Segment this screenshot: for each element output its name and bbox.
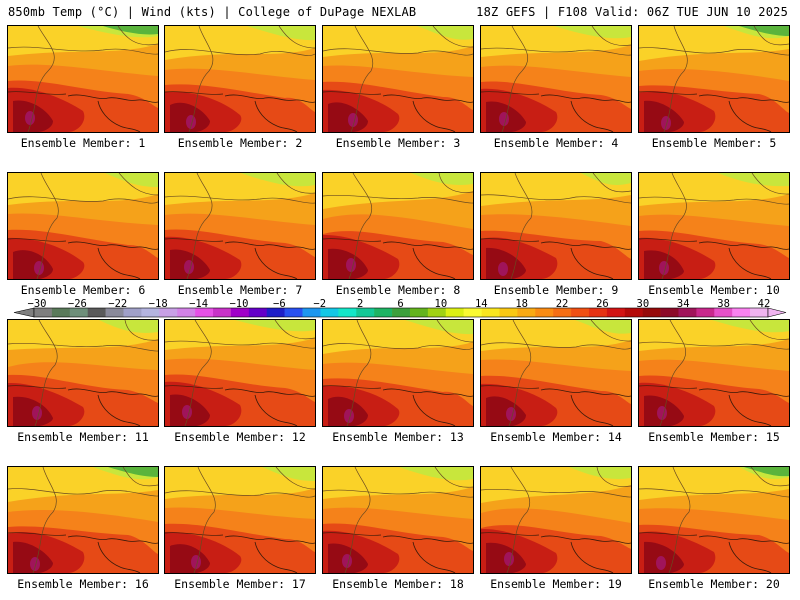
colorbar-tick-label: −10 [229, 298, 249, 310]
colorbar-tick-label: 18 [515, 298, 528, 310]
colorbar-tick-label: −2 [313, 298, 327, 310]
header-valid-time: 18Z GEFS | F108 Valid: 06Z TUE JUN 10 20… [476, 5, 788, 19]
ensemble-member-label: Ensemble Member: 18 [332, 577, 464, 591]
ensemble-member-label: Ensemble Member: 15 [648, 430, 780, 444]
ensemble-member-label: Ensemble Member: 1 [20, 136, 146, 150]
ensemble-member-map [322, 172, 474, 280]
ensemble-member-label: Ensemble Member: 16 [17, 577, 149, 591]
colorbar-tick-label: 38 [717, 298, 730, 310]
colorbar-tick-label: 22 [555, 298, 569, 310]
ensemble-member-map [480, 319, 632, 427]
ensemble-member-label: Ensemble Member: 13 [332, 430, 464, 444]
ensemble-member-label: Ensemble Member: 6 [20, 283, 146, 297]
ensemble-member-label: Ensemble Member: 2 [177, 136, 303, 150]
ensemble-member-map [164, 466, 316, 574]
colorbar-tick-label: 42 [757, 298, 771, 310]
ensemble-member-map [480, 25, 632, 133]
ensemble-member-label: Ensemble Member: 20 [648, 577, 780, 591]
ensemble-member-map [7, 319, 159, 427]
colorbar-tick-label: −26 [67, 298, 87, 310]
colorbar-tick-label: 14 [474, 298, 488, 310]
ensemble-member-label: Ensemble Member: 12 [174, 430, 306, 444]
ensemble-member-label: Ensemble Member: 5 [651, 136, 777, 150]
colorbar-tick-label: 26 [596, 298, 609, 310]
colorbar-tick-label: −30 [27, 298, 47, 310]
ensemble-member-map [638, 466, 790, 574]
colorbar-tick-label: 2 [356, 298, 364, 310]
ensemble-member-map [322, 319, 474, 427]
ensemble-member-map [638, 172, 790, 280]
ensemble-member-map [322, 466, 474, 574]
colorbar-tick-label: −18 [148, 298, 168, 310]
ensemble-member-label: Ensemble Member: 4 [493, 136, 619, 150]
ensemble-member-map [164, 319, 316, 427]
header-title: 850mb Temp (°C) | Wind (kts) | College o… [8, 5, 417, 19]
ensemble-member-map [480, 466, 632, 574]
colorbar-tick-label: 30 [636, 298, 650, 310]
ensemble-member-label: Ensemble Member: 14 [490, 430, 622, 444]
ensemble-member-map [638, 25, 790, 133]
ensemble-member-label: Ensemble Member: 10 [648, 283, 780, 297]
ensemble-member-map [322, 25, 474, 133]
ensemble-member-label: Ensemble Member: 9 [493, 283, 619, 297]
ensemble-member-map [480, 172, 632, 280]
ensemble-member-label: Ensemble Member: 3 [335, 136, 461, 150]
colorbar-tick-label: −22 [108, 298, 128, 310]
colorbar-tick-label: 6 [397, 298, 404, 310]
ensemble-member-map [164, 25, 316, 133]
ensemble-member-map [7, 466, 159, 574]
ensemble-member-label: Ensemble Member: 17 [174, 577, 306, 591]
ensemble-member-label: Ensemble Member: 7 [177, 283, 303, 297]
ensemble-member-map [164, 172, 316, 280]
ensemble-member-map [7, 172, 159, 280]
temperature-colorbar [13, 307, 787, 318]
colorbar-tick-label: 34 [676, 298, 690, 310]
colorbar-tick-label: −14 [189, 298, 209, 310]
ensemble-member-label: Ensemble Member: 19 [490, 577, 622, 591]
colorbar-tick-label: −6 [273, 298, 286, 310]
ensemble-member-map [638, 319, 790, 427]
colorbar-tick-label: 10 [434, 298, 448, 310]
ensemble-member-label: Ensemble Member: 8 [335, 283, 461, 297]
ensemble-member-label: Ensemble Member: 11 [17, 430, 149, 444]
ensemble-member-map [7, 25, 159, 133]
